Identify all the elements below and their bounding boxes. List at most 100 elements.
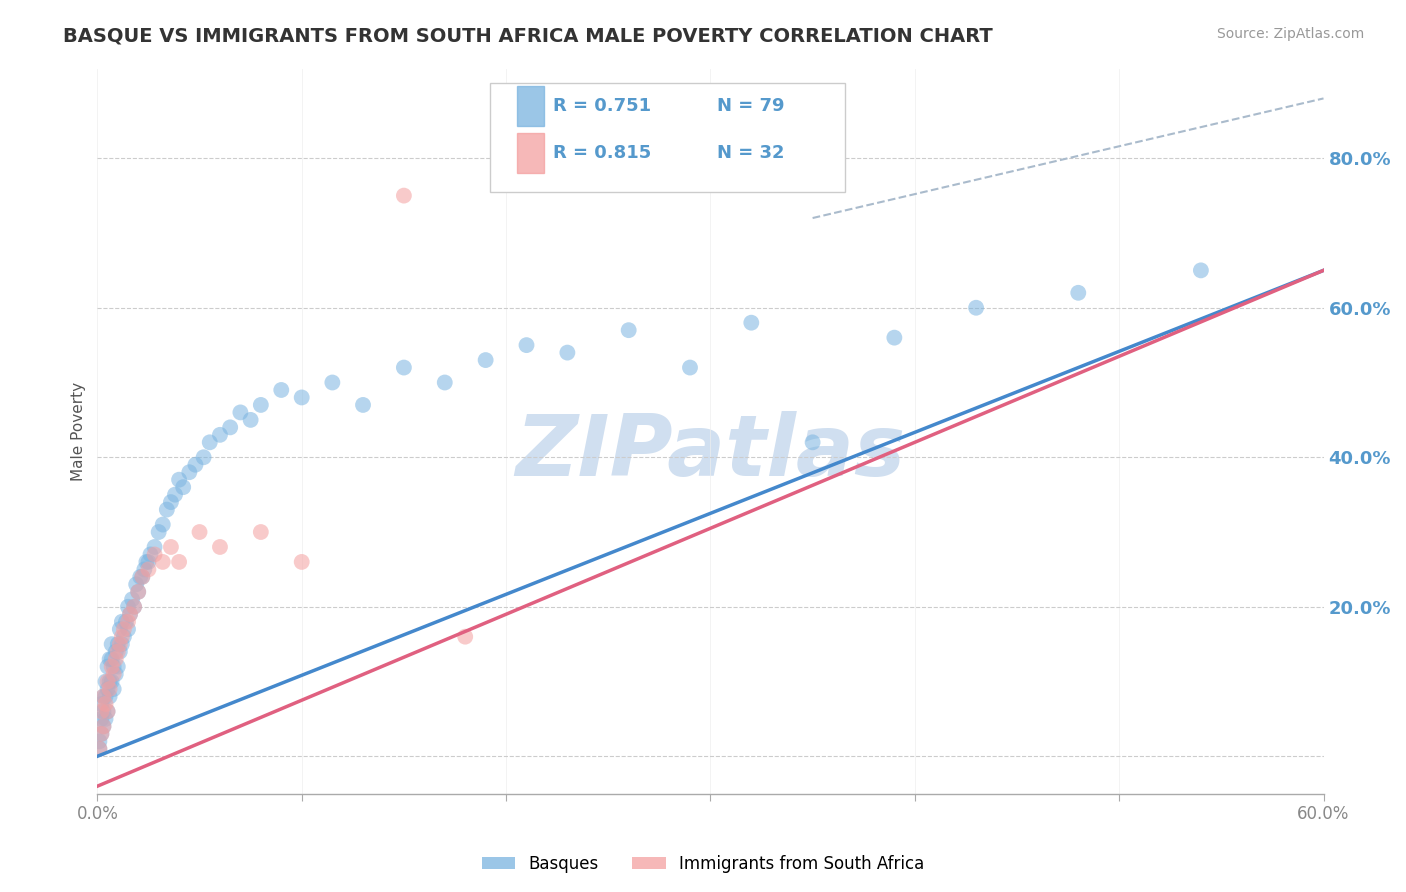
Point <box>291 555 314 569</box>
Point <box>167 473 190 487</box>
Point <box>103 667 125 681</box>
Point <box>98 652 121 666</box>
Text: N = 32: N = 32 <box>717 145 785 162</box>
Point <box>93 719 115 733</box>
Point <box>118 607 141 622</box>
Point <box>104 652 127 666</box>
Point <box>100 652 122 666</box>
Point <box>89 741 111 756</box>
Point <box>93 690 115 704</box>
Text: R = 0.815: R = 0.815 <box>554 145 652 162</box>
Point <box>172 480 194 494</box>
Point <box>135 555 157 569</box>
Point <box>111 615 134 629</box>
Point <box>198 435 221 450</box>
Point <box>90 727 112 741</box>
Point <box>208 540 231 554</box>
Point <box>100 637 122 651</box>
Point <box>134 562 156 576</box>
Point <box>557 345 579 359</box>
Point <box>138 555 160 569</box>
Text: N = 79: N = 79 <box>717 97 785 115</box>
Point <box>143 540 166 554</box>
Point <box>108 645 131 659</box>
Point <box>98 674 121 689</box>
Point <box>208 427 231 442</box>
Text: Source: ZipAtlas.com: Source: ZipAtlas.com <box>1216 27 1364 41</box>
Point <box>352 398 374 412</box>
Point <box>112 630 135 644</box>
Point <box>97 674 120 689</box>
Point <box>94 697 117 711</box>
Point <box>97 705 120 719</box>
Point <box>122 599 145 614</box>
Point <box>270 383 292 397</box>
Point <box>139 548 162 562</box>
Point <box>617 323 640 337</box>
Point <box>160 495 183 509</box>
Point <box>93 690 115 704</box>
Point <box>515 338 537 352</box>
Point <box>148 524 170 539</box>
Point <box>115 615 138 629</box>
Point <box>97 681 120 696</box>
Point <box>152 517 174 532</box>
Point <box>118 607 141 622</box>
Point <box>801 435 824 450</box>
Point <box>104 645 127 659</box>
Point <box>184 458 207 472</box>
Point <box>111 637 134 651</box>
Point <box>239 413 262 427</box>
Point <box>1189 263 1212 277</box>
Point <box>883 331 905 345</box>
Point <box>117 622 139 636</box>
Point <box>167 555 190 569</box>
Point <box>127 584 149 599</box>
Point <box>156 502 179 516</box>
Point <box>1067 285 1090 300</box>
Point <box>454 630 477 644</box>
Point <box>121 592 143 607</box>
Point <box>108 622 131 636</box>
Point <box>97 659 120 673</box>
Point <box>179 465 201 479</box>
Point <box>193 450 215 465</box>
Point <box>129 570 152 584</box>
Point <box>433 376 456 390</box>
Point <box>291 391 314 405</box>
Point <box>740 316 762 330</box>
Point <box>112 622 135 636</box>
Point <box>111 630 134 644</box>
Point <box>90 705 112 719</box>
Point <box>321 376 343 390</box>
Point <box>117 599 139 614</box>
Bar <box>516 133 544 173</box>
Point <box>107 645 129 659</box>
Point <box>100 659 122 673</box>
Point <box>108 637 131 651</box>
Point <box>117 615 139 629</box>
Point <box>131 570 153 584</box>
Point <box>103 681 125 696</box>
Point <box>98 681 121 696</box>
Point <box>103 659 125 673</box>
Point <box>94 712 117 726</box>
Point <box>107 637 129 651</box>
Point <box>250 398 273 412</box>
Legend: Basques, Immigrants from South Africa: Basques, Immigrants from South Africa <box>475 848 931 880</box>
Point <box>127 584 149 599</box>
Point <box>122 599 145 614</box>
Y-axis label: Male Poverty: Male Poverty <box>72 382 86 481</box>
Text: R = 0.751: R = 0.751 <box>554 97 651 115</box>
Point <box>104 667 127 681</box>
Point <box>131 570 153 584</box>
Point <box>392 360 415 375</box>
Point <box>143 548 166 562</box>
Text: ZIPatlas: ZIPatlas <box>516 411 905 494</box>
Point <box>229 405 252 419</box>
Point <box>98 690 121 704</box>
Point <box>474 353 496 368</box>
Text: BASQUE VS IMMIGRANTS FROM SOUTH AFRICA MALE POVERTY CORRELATION CHART: BASQUE VS IMMIGRANTS FROM SOUTH AFRICA M… <box>63 27 993 45</box>
Point <box>125 577 148 591</box>
Point <box>392 188 415 202</box>
